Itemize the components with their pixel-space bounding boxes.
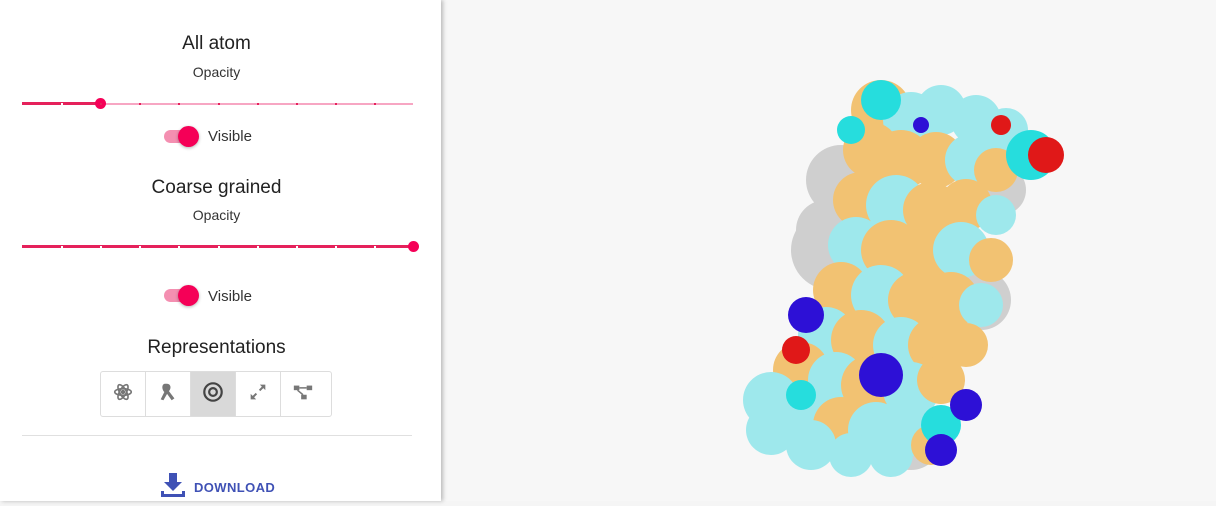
ribbon-icon [157, 381, 179, 408]
coarse-grained-visible-toggle[interactable] [162, 284, 200, 308]
divider [22, 435, 412, 436]
molecule-viewer[interactable] [441, 0, 1216, 501]
slider-tick [100, 246, 103, 248]
settings-panel: All atom Opacity Visible Coarse grained … [0, 0, 441, 501]
slider-thumb[interactable] [408, 241, 419, 252]
surface-representation-button[interactable] [191, 372, 236, 416]
all-atom-visible-label: Visible [208, 128, 252, 145]
slider-tick [178, 246, 181, 248]
download-label: DOWNLOAD [194, 479, 276, 495]
surface-icon [202, 381, 224, 408]
surface-blob [944, 323, 988, 367]
surface-blob [859, 353, 903, 397]
expand-representation-button[interactable] [236, 372, 281, 416]
ribbon-representation-button[interactable] [146, 372, 191, 416]
coarse-grained-opacity-slider[interactable] [22, 237, 419, 257]
atom-representation-button[interactable] [101, 372, 146, 416]
coarse-grained-heading: Coarse grained [151, 177, 282, 198]
atom-icon [112, 381, 134, 408]
representation-button-group [100, 371, 332, 417]
slider-tick [217, 246, 220, 248]
surface-blob [786, 380, 816, 410]
surface-blob [786, 420, 836, 470]
surface-blob [788, 297, 824, 333]
all-atom-opacity-label: Opacity [192, 64, 241, 80]
surface-blob [837, 116, 865, 144]
all-atom-visible-toggle[interactable] [162, 125, 200, 149]
surface-blob [861, 80, 901, 120]
network-representation-button[interactable] [281, 372, 325, 416]
slider-tick [256, 103, 259, 105]
surface-blob [917, 356, 965, 404]
surface-blob [969, 238, 1013, 282]
all-atom-heading: All atom [182, 33, 251, 54]
coarse-grained-visible-label: Visible [208, 288, 252, 305]
slider-tick [334, 103, 337, 105]
toggle-knob[interactable] [178, 126, 199, 147]
slider-tick [373, 103, 376, 105]
slider-tick [178, 103, 181, 105]
slider-tick [373, 246, 376, 248]
toggle-knob[interactable] [178, 285, 199, 306]
surface-blob [959, 283, 1003, 327]
surface-blob [976, 195, 1016, 235]
surface-blob [925, 434, 957, 466]
representations-heading: Representations [147, 337, 286, 358]
slider-tick [295, 246, 298, 248]
surface-blob [991, 115, 1011, 135]
all-atom-opacity-slider[interactable] [22, 94, 413, 114]
slider-tick [61, 246, 64, 248]
surface-blob [782, 336, 810, 364]
surface-blob [913, 117, 929, 133]
expand-icon [247, 381, 269, 408]
slider-tick [256, 246, 259, 248]
surface-blob [829, 433, 873, 477]
coarse-grained-opacity-label: Opacity [192, 207, 241, 223]
surface-blob [921, 405, 961, 445]
slider-tick [334, 246, 337, 248]
download-button[interactable]: DOWNLOAD [160, 472, 276, 503]
slider-tick [100, 103, 103, 105]
surface-blob [1028, 137, 1064, 173]
slider-tick [217, 103, 220, 105]
molecule-surface-render [743, 80, 1064, 477]
surface-blob [950, 389, 982, 421]
network-icon [292, 381, 314, 408]
slider-tick [139, 103, 142, 105]
surface-blob [869, 433, 913, 477]
surface-blob [746, 405, 796, 455]
download-icon [160, 472, 186, 503]
slider-tick [139, 246, 142, 248]
slider-tick [295, 103, 298, 105]
slider-tick [61, 103, 64, 105]
